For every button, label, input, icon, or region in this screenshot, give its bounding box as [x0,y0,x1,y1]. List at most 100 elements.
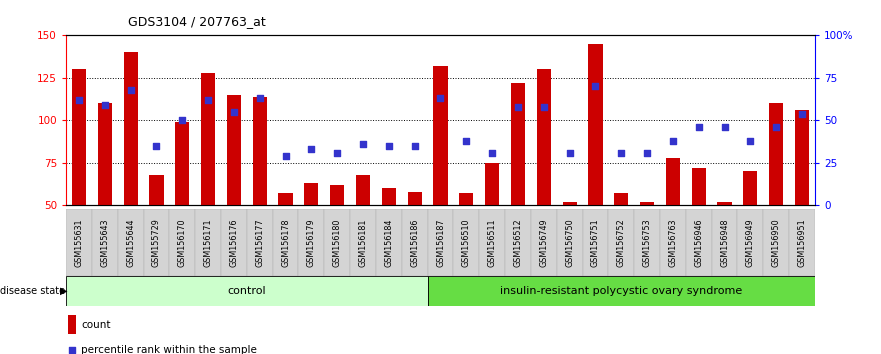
Bar [531,209,557,276]
Point [459,138,473,144]
Bar [150,175,164,205]
Bar [589,44,603,205]
Bar [356,175,370,205]
Bar [640,202,655,205]
Text: GSM156181: GSM156181 [359,218,367,267]
Point [769,124,783,130]
Bar [402,209,427,276]
Text: control: control [227,286,266,296]
Point [330,150,344,155]
Point [744,138,758,144]
Text: GSM156950: GSM156950 [772,218,781,267]
Point [123,87,137,93]
Bar [304,183,319,205]
Bar [660,209,685,276]
Bar [408,192,422,205]
Point [614,150,628,155]
Bar [614,193,628,205]
Bar [795,110,809,205]
Point [408,143,422,149]
Bar [737,209,763,276]
Text: GSM155729: GSM155729 [152,218,161,267]
Bar [324,209,350,276]
Text: GSM156749: GSM156749 [539,218,548,267]
Text: GSM155643: GSM155643 [100,218,109,267]
Bar [712,209,737,276]
Text: GSM156948: GSM156948 [720,218,729,267]
Text: count: count [81,320,111,330]
Bar [66,209,92,276]
Text: insulin-resistant polycystic ovary syndrome: insulin-resistant polycystic ovary syndr… [500,286,743,296]
Text: GSM156752: GSM156752 [617,218,626,267]
Bar [562,202,577,205]
Bar [744,171,758,205]
Bar [769,103,783,205]
Point [433,96,448,101]
Bar [789,209,815,276]
Point [537,104,551,110]
Point [692,124,706,130]
Text: GSM156170: GSM156170 [178,218,187,267]
Text: percentile rank within the sample: percentile rank within the sample [81,344,257,354]
Text: GSM156511: GSM156511 [488,218,497,267]
Point [304,147,318,152]
Text: GSM156510: GSM156510 [462,218,470,267]
Bar [196,209,221,276]
Point [175,118,189,123]
Bar [717,202,731,205]
Bar [253,97,267,205]
Bar [763,209,789,276]
Bar [381,188,396,205]
Point [201,97,215,103]
Text: GSM156951: GSM156951 [797,218,806,267]
Bar [634,209,660,276]
Text: GSM156179: GSM156179 [307,218,316,267]
Bar [537,69,551,205]
Text: GSM155631: GSM155631 [75,218,84,267]
Bar [485,163,500,205]
Bar [144,209,169,276]
Text: GSM156178: GSM156178 [281,218,290,267]
Bar [226,95,241,205]
Text: GDS3104 / 207763_at: GDS3104 / 207763_at [128,15,265,28]
Bar [427,276,815,306]
Bar [123,52,137,205]
Point [98,102,112,108]
Bar [692,168,706,205]
Bar [278,193,292,205]
Text: GSM156750: GSM156750 [565,218,574,267]
Bar [72,69,86,205]
Bar [459,193,473,205]
Point [485,150,500,155]
Bar [479,209,505,276]
Point [640,150,654,155]
Point [666,138,680,144]
Point [356,141,370,147]
Text: GSM156949: GSM156949 [746,218,755,267]
Text: GSM156753: GSM156753 [642,218,652,267]
Bar [582,209,609,276]
Point [72,97,86,103]
Text: GSM156763: GSM156763 [669,218,677,267]
Text: GSM156186: GSM156186 [411,218,419,267]
Bar [427,209,454,276]
Text: disease state: disease state [0,286,68,296]
Point [563,150,577,155]
Bar [66,276,427,306]
Bar [118,209,144,276]
Bar [247,209,272,276]
Bar [505,209,531,276]
Bar [92,209,118,276]
Bar [511,83,525,205]
Bar [609,209,634,276]
Point [227,109,241,115]
Bar [454,209,479,276]
Bar [272,209,299,276]
Bar [98,103,112,205]
Text: GSM156946: GSM156946 [694,218,703,267]
Point [65,347,79,353]
Point [795,111,809,116]
Bar [330,185,344,205]
Bar [169,209,196,276]
Point [278,153,292,159]
